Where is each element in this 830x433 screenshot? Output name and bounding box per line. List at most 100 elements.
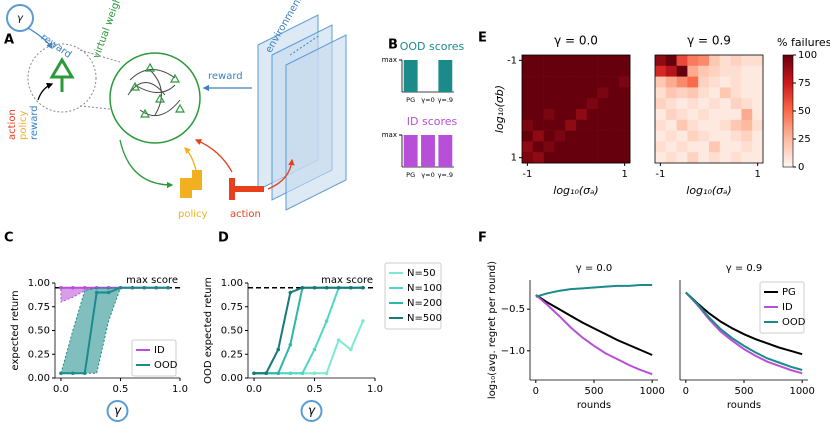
point [82, 371, 87, 376]
heatmap-cell [741, 152, 753, 164]
point [324, 285, 329, 290]
heatmap-cell [698, 152, 710, 164]
heatmap-cell [655, 141, 667, 153]
heatmap-cell [576, 119, 588, 131]
heatmap-cell [665, 141, 677, 153]
y-tick-label: 0.50 [221, 326, 243, 337]
policy-box-label: policy [178, 209, 208, 220]
point [300, 285, 305, 290]
heatmap-cell [752, 55, 764, 67]
point [71, 371, 75, 376]
legend-label: N=50 [407, 268, 436, 279]
y-tick-label: 0.75 [28, 302, 50, 313]
heatmap-cell [597, 87, 609, 99]
x-tick-label: γ=0 [421, 96, 434, 104]
arrow [267, 158, 295, 190]
panel-letter: A [4, 33, 14, 48]
heatmap-cell [752, 130, 764, 142]
y-axis-label: expected return [10, 290, 21, 370]
bar [438, 135, 453, 167]
point [252, 371, 256, 376]
y-tick-label: −1.0 [501, 346, 525, 357]
heatmap-cell [655, 87, 667, 99]
x-tick-label: 500 [734, 386, 753, 397]
heatmap-cell [532, 65, 544, 77]
heatmap-cell [597, 76, 609, 88]
heatmap-cell [676, 152, 688, 164]
heatmap-cell [608, 87, 620, 99]
panel-letter: E [478, 31, 487, 46]
heatmap-cell [608, 130, 620, 142]
arrow [184, 147, 197, 171]
y-tick-label: −0.5 [501, 304, 525, 315]
heatmap-cell [730, 76, 742, 88]
heatmap-cell [687, 87, 699, 99]
x-axis-label: rounds [727, 400, 761, 411]
x-tick-label: -1 [655, 169, 665, 180]
reward-label: reward [39, 32, 74, 61]
x-tick-label: 0.0 [246, 384, 262, 395]
x-tick-label: γ=.9 [438, 96, 454, 104]
heatmap-cell [522, 65, 534, 77]
x-tick-label: 0 [533, 386, 539, 397]
heatmap-cell [665, 152, 677, 164]
x-tick-label: 1000 [639, 386, 664, 397]
heatmap-cell [522, 55, 534, 67]
bar [421, 135, 435, 167]
reward-label: reward [208, 71, 243, 82]
heatmap-cell [532, 55, 544, 67]
heatmap-cell [532, 87, 544, 99]
heatmap-cell [752, 98, 764, 110]
y-axis-label: log₁₀(avg. regret per round) [487, 261, 498, 399]
heatmap-cell [565, 76, 577, 88]
heatmap-cell [586, 141, 598, 153]
action-label: action [7, 109, 18, 140]
point [349, 285, 353, 290]
heatmap-cell [586, 87, 598, 99]
heatmap-cell [576, 87, 588, 99]
heatmap-cell [687, 152, 699, 164]
heatmap-cell [698, 65, 710, 77]
heatmap-cell [698, 98, 710, 110]
heatmap-cell [741, 119, 753, 131]
colorbar-tick-label: 25 [798, 134, 811, 145]
x-tick-label: PG [406, 171, 415, 179]
heatmap-cell [522, 152, 534, 164]
heatmap-cell [719, 152, 731, 164]
heatmap-cell [522, 109, 534, 121]
heatmap-cell [586, 76, 598, 88]
heatmap-cell [532, 152, 544, 164]
heatmap-cell [698, 119, 710, 131]
heatmap-cell [741, 109, 753, 121]
heatmap-cell [752, 152, 764, 164]
x-tick-label: γ=.9 [438, 171, 454, 179]
y-axis-label: OOD expected return [203, 277, 214, 384]
heatmap-cell [586, 130, 598, 142]
gamma-label: γ [17, 13, 24, 24]
heatmap-cell [741, 87, 753, 99]
heatmap-cell [565, 87, 577, 99]
heatmap-cell [576, 130, 588, 142]
heatmap-cell [709, 109, 721, 121]
legend-label: N=100 [407, 283, 442, 294]
point [276, 371, 281, 376]
heatmap-cell [608, 76, 620, 88]
x-tick-label: PG [406, 96, 415, 104]
heatmap-cell [597, 55, 609, 67]
heatmap-cell [522, 87, 534, 99]
heatmap-cell [522, 98, 534, 110]
x-tick-label: 1.0 [367, 384, 383, 395]
y-tick-label: max [382, 131, 397, 139]
y-tick-label: 0.00 [221, 373, 243, 384]
heatmap-cell [554, 109, 566, 121]
heatmap-cell [608, 55, 620, 67]
heatmap-cell [565, 98, 577, 110]
heatmap-cell [709, 87, 721, 99]
x-tick-label: 0.5 [113, 384, 129, 395]
legend-label: ID [782, 302, 793, 313]
x-tick-label: 0.0 [53, 384, 69, 395]
heatmap-cell [532, 119, 544, 131]
chart-title: ID scores [407, 115, 458, 128]
heatmap-cell [543, 119, 555, 131]
